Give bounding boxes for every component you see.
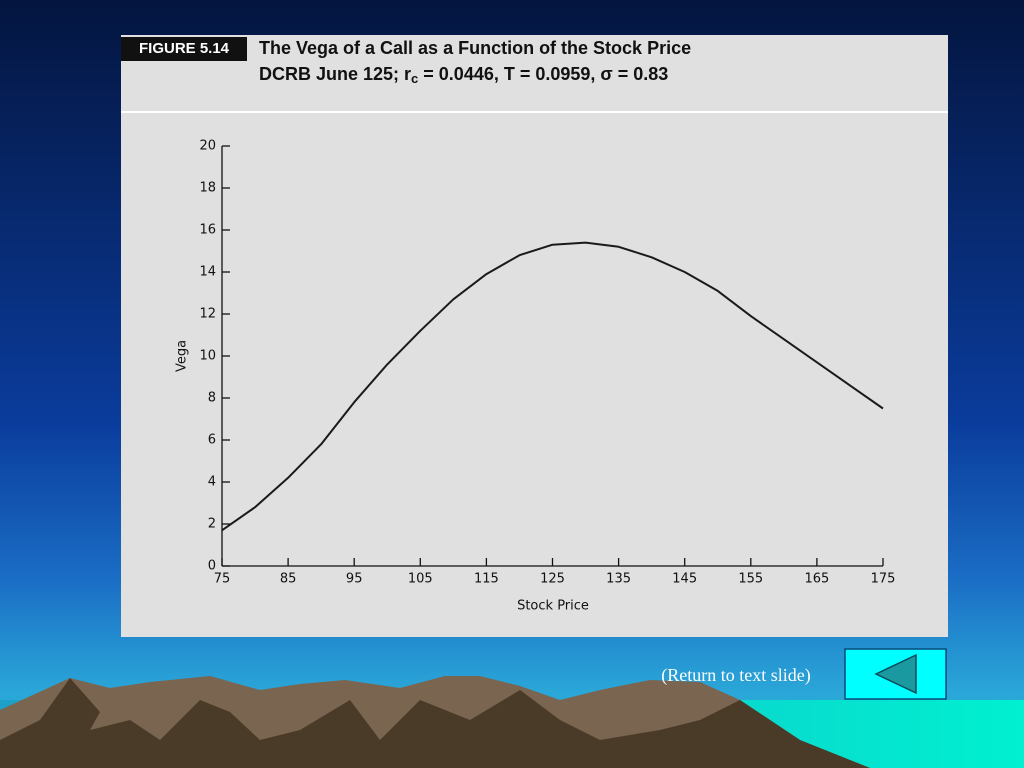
figure-badge <box>121 37 247 61</box>
y-tick-label: 0 <box>208 559 216 574</box>
chart-title: The Vega of a Call as a Function of the … <box>259 38 691 58</box>
x-tick-label: 115 <box>474 572 499 587</box>
return-link[interactable]: (Return to text slide) <box>661 665 810 686</box>
subtitle-subscript: c <box>411 71 418 86</box>
y-tick-label: 6 <box>208 433 216 448</box>
y-tick-label: 16 <box>199 223 216 238</box>
subtitle-part: = 0.0446, T = 0.0959, σ = 0.83 <box>418 64 668 84</box>
x-tick-label: 95 <box>346 572 363 587</box>
y-tick-label: 4 <box>208 475 216 490</box>
x-tick-label: 125 <box>540 572 565 587</box>
x-tick-label: 85 <box>280 572 297 587</box>
back-arrow[interactable] <box>874 653 917 695</box>
x-axis-label: Stock Price <box>517 599 589 614</box>
y-axis-label: Vega <box>175 340 190 372</box>
mountain-shadow <box>0 678 870 768</box>
chart-subtitle: DCRB June 125; rc = 0.0446, T = 0.0959, … <box>259 64 668 87</box>
y-tick-label: 18 <box>199 181 216 196</box>
figure-label: FIGURE 5.14 <box>139 40 230 57</box>
button-box[interactable] <box>844 648 947 700</box>
y-tick-label: 10 <box>199 349 216 364</box>
chart-panel <box>121 35 948 637</box>
y-tick-label: 12 <box>199 307 216 322</box>
x-tick-label: 175 <box>871 572 896 587</box>
x-tick-label: 75 <box>214 572 231 587</box>
subtitle-part: DCRB June 125; r <box>259 64 411 84</box>
x-tick-label: 135 <box>606 572 631 587</box>
vega-curve <box>221 241 884 532</box>
return-button[interactable] <box>844 648 947 700</box>
y-tick-label: 20 <box>199 139 216 154</box>
y-tick-label: 14 <box>199 265 216 280</box>
y-tick-label: 8 <box>208 391 216 406</box>
x-tick-label: 105 <box>408 572 433 587</box>
y-tick-label: 2 <box>208 517 216 532</box>
x-tick-label: 155 <box>738 572 763 587</box>
x-tick-label: 145 <box>672 572 697 587</box>
x-tick-label: 165 <box>804 572 829 587</box>
